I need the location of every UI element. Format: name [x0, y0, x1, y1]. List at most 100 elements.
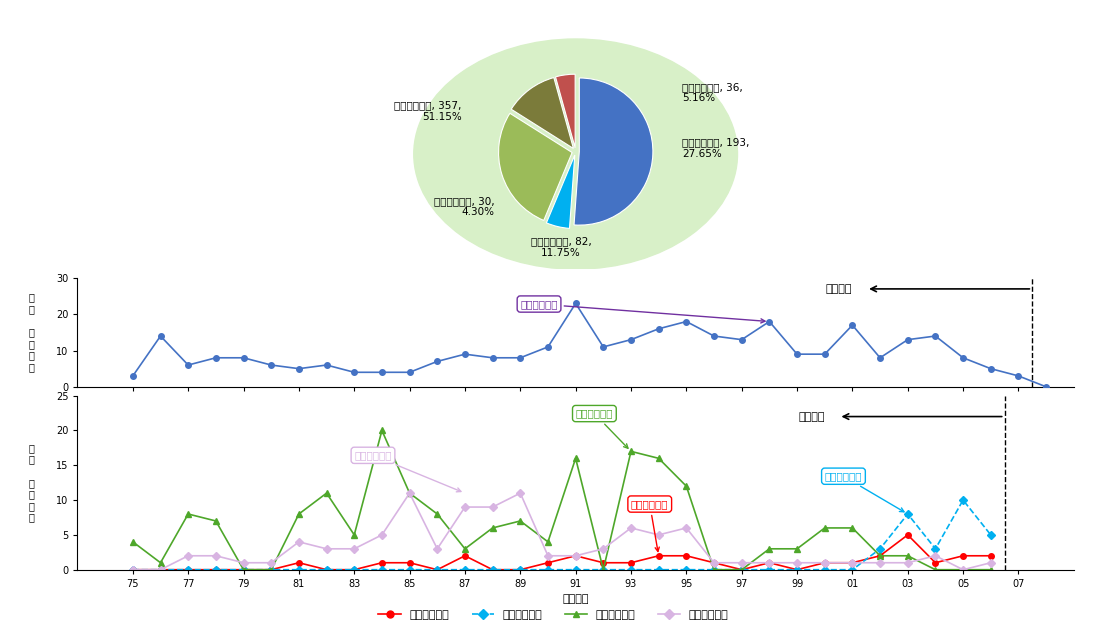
Text: 분석구간: 분석구간: [826, 284, 852, 294]
한국공개특허: [846, 559, 859, 567]
Text: 미국등록특허, 357,
51.15%: 미국등록특허, 357, 51.15%: [394, 100, 462, 122]
한국공개특허: [901, 531, 914, 539]
Wedge shape: [547, 155, 575, 229]
Line: 미국공개특허: 미국공개특허: [130, 498, 994, 572]
일본공개특허: [431, 510, 444, 518]
미국공개특허: [237, 566, 250, 573]
Wedge shape: [498, 113, 572, 220]
유럽공개특허: [431, 545, 444, 553]
한국공개특허: [790, 566, 804, 573]
한국공개특허: [514, 566, 527, 573]
일본공개특허: [458, 545, 472, 553]
미국공개특허: [707, 566, 721, 573]
일본공개특허: [182, 510, 195, 518]
일본공개특허: [790, 545, 804, 553]
일본공개특허: [265, 566, 278, 573]
유럽공개특허: [735, 559, 748, 567]
유럽공개특허: [514, 489, 527, 497]
미국공개특허: [624, 566, 638, 573]
유럽공개특허: [901, 559, 914, 567]
Text: 미국공개특허, 36,
5.16%: 미국공개특허, 36, 5.16%: [682, 82, 743, 103]
일본공개특허: [154, 559, 167, 567]
미국공개특허: [956, 496, 970, 504]
유럽공개특허: [292, 538, 306, 546]
한국공개특허: [680, 552, 693, 560]
미국공개특허: [514, 566, 527, 573]
한국공개특허: [624, 559, 638, 567]
미국공개특허: [873, 545, 887, 553]
한국공개특허: [763, 559, 776, 567]
한국공개특허: [375, 559, 389, 567]
일본공개특허: [680, 482, 693, 490]
미국공개특허: [209, 566, 223, 573]
유럽공개특허: [375, 531, 389, 539]
Ellipse shape: [414, 39, 737, 269]
일본공개특허: [929, 566, 942, 573]
일본공개특허: [541, 538, 555, 546]
일본공개특허: [237, 566, 250, 573]
한국공개특허: [292, 559, 306, 567]
유럽공개특허: [763, 559, 776, 567]
일본공개특허: [209, 517, 223, 525]
한국공개특허: [403, 559, 416, 567]
일본공개특허: [597, 566, 610, 573]
미국공개특허: [486, 566, 499, 573]
미국공개특허: [154, 566, 167, 573]
한국공개특허: [873, 552, 887, 560]
한국공개특허: [929, 559, 942, 567]
일본공개특허: [569, 454, 582, 462]
한국공개특허: [209, 566, 223, 573]
한국공개특허: [735, 566, 748, 573]
일본공개특허: [873, 552, 887, 560]
미국공개특허: [431, 566, 444, 573]
미국공개특허: [901, 510, 914, 518]
미국공개특허: [846, 566, 859, 573]
일본공개특허: [707, 566, 721, 573]
유럽공개특허: [403, 489, 416, 497]
한국공개특허: [348, 566, 361, 573]
미국공개특허: [763, 566, 776, 573]
Line: 유럽공개특허: 유럽공개특허: [130, 491, 994, 572]
일본공개특허: [126, 538, 139, 546]
미국공개특허: [597, 566, 610, 573]
유럽공개특허: [458, 503, 472, 511]
유럽공개특허: [237, 559, 250, 567]
일본공개특허: [292, 510, 306, 518]
미국공개특허: [348, 566, 361, 573]
Text: 일본공개특허: 일본공개특허: [576, 408, 628, 448]
Legend: 한국공개특허, 미국공개특허, 일본공개특허, 유럽공개특허: 한국공개특허, 미국공개특허, 일본공개특허, 유럽공개특허: [374, 605, 733, 624]
유럽공개특허: [182, 552, 195, 560]
한국공개특허: [541, 559, 555, 567]
미국공개특허: [984, 531, 997, 539]
유럽공개특허: [790, 559, 804, 567]
Wedge shape: [575, 78, 653, 225]
일본공개특허: [348, 531, 361, 539]
일본공개특허: [763, 545, 776, 553]
유럽공개특허: [707, 559, 721, 567]
일본공개특허: [403, 489, 416, 497]
Y-axis label: 수
건

특
허
출
원: 수 건 특 허 출 원: [28, 443, 34, 522]
유럽공개특허: [818, 559, 831, 567]
미국공개특허: [126, 566, 139, 573]
한국공개특허: [707, 559, 721, 567]
Y-axis label: 수
건

특
허
등
록: 수 건 특 허 등 록: [28, 292, 34, 372]
미국공개특허: [403, 566, 416, 573]
한국공개특허: [320, 566, 333, 573]
유럽공개특허: [597, 545, 610, 553]
유럽공개특허: [265, 559, 278, 567]
Line: 일본공개특허: 일본공개특허: [130, 427, 994, 573]
한국공개특허: [652, 552, 665, 560]
미국공개특허: [265, 566, 278, 573]
유럽공개특허: [320, 545, 333, 553]
유럽공개특허: [569, 552, 582, 560]
유럽공개특허: [680, 524, 693, 532]
유럽공개특허: [154, 566, 167, 573]
유럽공개특허: [956, 566, 970, 573]
Text: 유럽공개특허: 유럽공개특허: [354, 450, 461, 492]
유럽공개특허: [873, 559, 887, 567]
X-axis label: 출원년도: 출원년도: [562, 594, 589, 605]
유럽공개특허: [984, 559, 997, 567]
유럽공개특허: [126, 566, 139, 573]
미국공개특허: [375, 566, 389, 573]
Wedge shape: [556, 74, 576, 147]
